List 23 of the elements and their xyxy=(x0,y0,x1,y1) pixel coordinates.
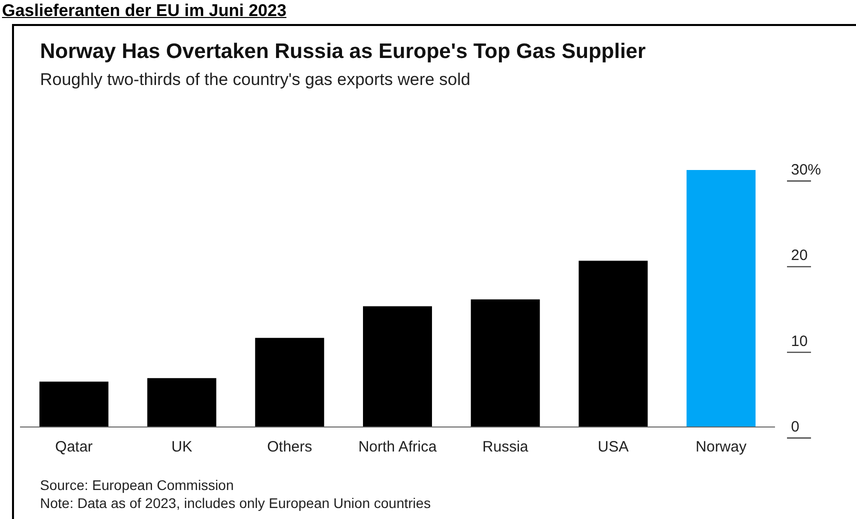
chart-subtitle: Roughly two-thirds of the country's gas exports were sold xyxy=(40,70,470,90)
text: Gaslieferanten der EU im Juni 2023 xyxy=(2,1,286,21)
chart-title: Norway Has Overtaken Russia as Europe's Top Gas Supplier xyxy=(40,40,646,64)
bar xyxy=(686,170,756,427)
bar xyxy=(470,299,540,427)
bar xyxy=(255,338,324,427)
x-tick-label: North Africa xyxy=(358,438,438,456)
bar xyxy=(147,378,216,427)
x-tick-label: Qatar xyxy=(55,438,93,456)
x-tick-label: Others xyxy=(267,438,312,456)
source-note: Source: European Commission xyxy=(40,476,235,494)
x-tick-label: UK xyxy=(171,438,192,456)
x-tick-label: Russia xyxy=(482,438,529,456)
y-tick-label: 20 xyxy=(791,247,808,264)
y-tick-label: 10 xyxy=(791,332,808,350)
y-tick-label: 30% xyxy=(791,162,822,178)
x-tick-label: Norway xyxy=(696,438,747,456)
text: Note: Data as of 2023, includes only European Union countries xyxy=(40,494,431,512)
bar xyxy=(39,382,108,427)
bar xyxy=(578,260,648,427)
y-tick-label: 0 xyxy=(791,418,800,436)
bar xyxy=(362,306,432,427)
x-tick-label: USA xyxy=(598,438,629,456)
